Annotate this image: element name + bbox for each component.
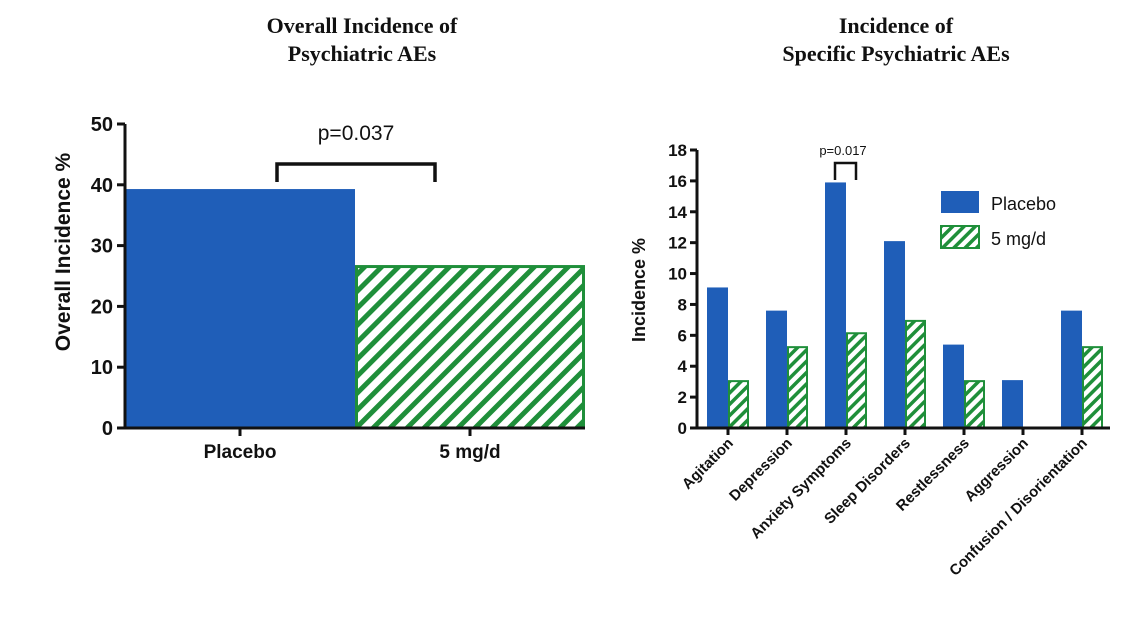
legend-swatch-treatment: [940, 225, 980, 249]
left-x-tick-label: 5 mg/d: [439, 442, 500, 463]
right-bars: [707, 182, 1103, 429]
left-bar-treatment: [355, 265, 585, 430]
left-y-axis-label: Overall Incidence %: [52, 152, 75, 351]
right-x-tick-label: Agitation: [679, 435, 737, 493]
left-y-tick-label: 0: [102, 418, 113, 440]
right-bar-placebo: [943, 344, 964, 428]
left-significance-bracket: [275, 162, 437, 182]
right-bar-treatment: [787, 346, 808, 429]
left-x-tick-label: Placebo: [204, 442, 277, 463]
right-title-line-2: Specific Psychiatric AEs: [782, 41, 1010, 66]
left-y-tick-label: 20: [91, 296, 113, 318]
right-y-tick-label: 10: [668, 265, 687, 284]
right-y-tick-label: 0: [678, 419, 687, 438]
right-p-value: p=0.017: [819, 143, 866, 158]
right-y-ticks: 0 2 4 6 8 10 12 14 16 18: [668, 141, 697, 438]
left-y-tick-label: 30: [91, 236, 113, 258]
right-bar-treatment: [846, 332, 867, 429]
left-axes: [123, 124, 585, 430]
right-y-tick-label: 16: [668, 172, 687, 191]
right-bar-placebo: [1002, 380, 1023, 428]
right-bar-placebo: [766, 310, 787, 428]
left-y-tick-label: 50: [91, 114, 113, 136]
right-y-tick-label: 12: [668, 234, 687, 253]
right-y-axis-label: Incidence %: [629, 238, 649, 342]
legend: Placebo 5 mg/d: [940, 191, 1056, 249]
right-y-tick-label: 4: [678, 357, 688, 376]
right-bar-treatment: [1082, 346, 1103, 429]
right-chart: Incidence of Specific Psychiatric AEs In…: [629, 13, 1110, 579]
left-bar-placebo: [125, 189, 355, 428]
right-bar-placebo: [707, 287, 728, 428]
legend-label-treatment: 5 mg/d: [991, 229, 1046, 249]
legend-swatch-placebo: [941, 191, 979, 213]
left-chart: Overall Incidence of Psychiatric AEs Ove…: [52, 13, 585, 463]
right-y-tick-label: 14: [668, 203, 687, 222]
left-y-ticks: 0 10 20 30 40 50: [91, 114, 125, 440]
right-x-tick-label: Anxiety Symptoms: [747, 435, 855, 543]
right-bar-placebo: [1061, 310, 1082, 428]
right-bar-treatment: [728, 380, 749, 429]
right-significance-bracket: [833, 161, 858, 180]
right-title-line-1: Incidence of: [839, 13, 954, 38]
right-y-tick-label: 8: [678, 295, 687, 314]
right-y-tick-label: 18: [668, 141, 687, 160]
left-y-tick-label: 40: [91, 175, 113, 197]
left-bars: [125, 189, 585, 430]
right-bar-treatment: [905, 319, 926, 429]
left-title-line-1: Overall Incidence of: [267, 13, 458, 38]
left-x-labels: Placebo 5 mg/d: [204, 428, 501, 463]
right-bar-placebo: [884, 241, 905, 428]
left-y-tick-label: 10: [91, 357, 113, 379]
right-axes: [695, 150, 1110, 430]
right-y-tick-label: 2: [678, 388, 687, 407]
left-title-line-2: Psychiatric AEs: [288, 41, 437, 66]
right-bar-placebo: [825, 182, 846, 428]
right-y-tick-label: 6: [678, 326, 687, 345]
left-p-value: p=0.037: [318, 122, 395, 145]
right-bar-treatment: [964, 380, 985, 429]
legend-label-placebo: Placebo: [991, 194, 1056, 214]
